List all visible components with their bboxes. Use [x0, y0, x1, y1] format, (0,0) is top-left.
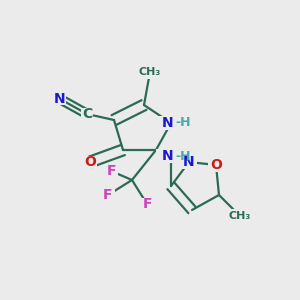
FancyBboxPatch shape: [104, 165, 118, 177]
Text: N: N: [54, 92, 66, 106]
FancyBboxPatch shape: [181, 155, 197, 169]
FancyBboxPatch shape: [228, 209, 252, 223]
Text: N: N: [183, 155, 195, 169]
Text: F: F: [142, 197, 152, 211]
Text: N: N: [162, 116, 173, 130]
Text: C: C: [82, 107, 92, 121]
FancyBboxPatch shape: [101, 189, 115, 201]
FancyBboxPatch shape: [81, 108, 93, 120]
FancyBboxPatch shape: [140, 198, 154, 210]
Text: O: O: [210, 158, 222, 172]
FancyBboxPatch shape: [208, 158, 224, 172]
Text: F: F: [103, 188, 113, 202]
Text: -H: -H: [175, 149, 191, 163]
Text: CH₃: CH₃: [139, 67, 161, 77]
Text: O: O: [84, 155, 96, 169]
FancyBboxPatch shape: [156, 149, 186, 163]
Text: F: F: [106, 164, 116, 178]
FancyBboxPatch shape: [156, 116, 186, 130]
Text: N: N: [162, 149, 173, 163]
Text: CH₃: CH₃: [229, 211, 251, 221]
FancyBboxPatch shape: [83, 156, 97, 168]
FancyBboxPatch shape: [54, 93, 66, 105]
Text: -H: -H: [175, 116, 191, 130]
FancyBboxPatch shape: [136, 65, 164, 79]
